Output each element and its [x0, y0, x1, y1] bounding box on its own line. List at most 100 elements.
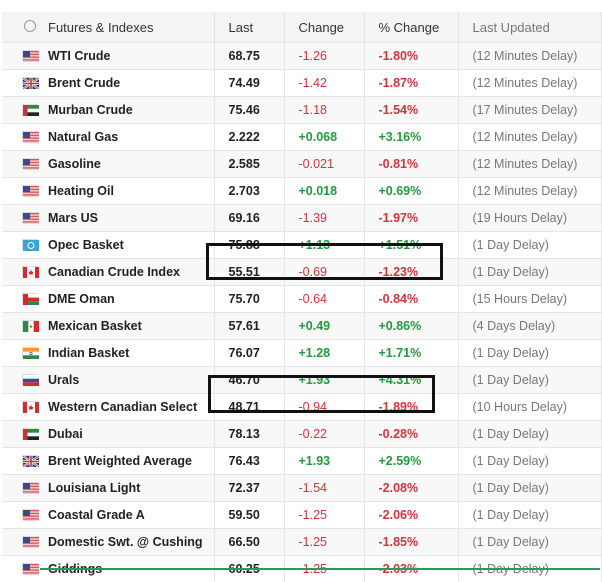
commodity-name[interactable]: Heating Oil [48, 184, 114, 198]
change-value: -1.25 [284, 502, 364, 529]
commodity-name[interactable]: Opec Basket [48, 238, 124, 252]
header-pct-change[interactable]: % Change [364, 12, 458, 43]
header-last-updated[interactable]: Last Updated [458, 12, 601, 43]
pct-change-value: +1.71% [364, 340, 458, 367]
commodity-name[interactable]: DME Oman [48, 292, 115, 306]
globe-icon [24, 20, 36, 32]
us-flag-icon [22, 563, 38, 574]
row-name-cell[interactable]: Murban Crude [2, 97, 214, 124]
commodity-name[interactable]: Canadian Crude Index [48, 265, 180, 279]
change-value: +1.93 [284, 448, 364, 475]
row-name-cell[interactable]: Heating Oil [2, 178, 214, 205]
us-flag-icon [22, 185, 38, 196]
last-updated-value: (1 Day Delay) [458, 448, 601, 475]
commodity-name[interactable]: Western Canadian Select [48, 400, 197, 414]
commodity-name[interactable]: Urals [48, 373, 79, 387]
commodity-name[interactable]: Brent Crude [48, 76, 120, 90]
row-name-cell[interactable]: Natural Gas [2, 124, 214, 151]
pct-change-value: +0.86% [364, 313, 458, 340]
row-name-cell[interactable]: Urals [2, 367, 214, 394]
change-value: +0.49 [284, 313, 364, 340]
us-flag-icon [22, 536, 38, 547]
commodity-name[interactable]: WTI Crude [48, 49, 111, 63]
pct-change-value: -1.80% [364, 43, 458, 70]
commodity-name[interactable]: Gasoline [48, 157, 101, 171]
last-price: 69.16 [214, 205, 284, 232]
last-price: 57.61 [214, 313, 284, 340]
pct-change-value: -0.28% [364, 421, 458, 448]
commodity-name[interactable]: Dubai [48, 427, 83, 441]
commodity-name[interactable]: Mars US [48, 211, 98, 225]
row-name-cell[interactable]: Mexican Basket [2, 313, 214, 340]
row-name-cell[interactable]: WTI Crude [2, 43, 214, 70]
last-updated-value: (1 Day Delay) [458, 529, 601, 556]
row-name-cell[interactable]: Coastal Grade A [2, 502, 214, 529]
commodity-name[interactable]: Natural Gas [48, 130, 118, 144]
last-price: 2.703 [214, 178, 284, 205]
row-name-cell[interactable]: Western Canadian Select [2, 394, 214, 421]
pct-change-value: -1.87% [364, 70, 458, 97]
row-name-cell[interactable]: Gasoline [2, 151, 214, 178]
row-name-cell[interactable]: Mars US [2, 205, 214, 232]
header-last[interactable]: Last [214, 12, 284, 43]
row-name-cell[interactable]: Opec Basket [2, 232, 214, 259]
commodity-name[interactable]: Murban Crude [48, 103, 133, 117]
us-flag-icon [22, 482, 38, 493]
change-value: +0.068 [284, 124, 364, 151]
uk-flag-icon [22, 77, 38, 88]
commodity-name[interactable]: Domestic Swt. @ Cushing [48, 535, 203, 549]
in-flag-icon [22, 347, 38, 358]
mx-flag-icon [22, 320, 38, 331]
row-name-cell[interactable]: Louisiana Light [2, 475, 214, 502]
pct-change-value: -1.85% [364, 529, 458, 556]
row-name-cell[interactable]: Canadian Crude Index [2, 259, 214, 286]
row-name-cell[interactable]: Brent Crude [2, 70, 214, 97]
highlight-box-canadian-crude [206, 243, 443, 280]
opec-flag-icon [22, 239, 38, 250]
last-price: 2.222 [214, 124, 284, 151]
last-updated-value: (12 Minutes Delay) [458, 124, 601, 151]
commodity-name[interactable]: Indian Basket [48, 346, 129, 360]
last-price: 72.37 [214, 475, 284, 502]
pct-change-value: -1.54% [364, 97, 458, 124]
row-name-cell[interactable]: Brent Weighted Average [2, 448, 214, 475]
change-value: -0.64 [284, 286, 364, 313]
header-name[interactable]: Futures & Indexes [2, 12, 214, 43]
row-name-cell[interactable]: Indian Basket [2, 340, 214, 367]
pct-change-value: -0.84% [364, 286, 458, 313]
last-price: 75.46 [214, 97, 284, 124]
row-name-cell[interactable]: Domestic Swt. @ Cushing [2, 529, 214, 556]
last-price: 68.75 [214, 43, 284, 70]
last-updated-value: (12 Minutes Delay) [458, 70, 601, 97]
change-value: -1.25 [284, 529, 364, 556]
ae-flag-icon [22, 104, 38, 115]
futures-table: Futures & Indexes Last Change % Change L… [2, 12, 602, 582]
last-price: 75.70 [214, 286, 284, 313]
last-updated-value: (17 Minutes Delay) [458, 97, 601, 124]
header-change[interactable]: Change [284, 12, 364, 43]
commodity-name[interactable]: Mexican Basket [48, 319, 142, 333]
commodity-name[interactable]: Louisiana Light [48, 481, 140, 495]
commodity-name[interactable]: Coastal Grade A [48, 508, 145, 522]
last-updated-value: (1 Day Delay) [458, 421, 601, 448]
row-name-cell[interactable]: DME Oman [2, 286, 214, 313]
last-updated-value: (1 Day Delay) [458, 232, 601, 259]
row-name-cell[interactable]: Dubai [2, 421, 214, 448]
change-value: +1.28 [284, 340, 364, 367]
commodity-name[interactable]: Brent Weighted Average [48, 454, 192, 468]
